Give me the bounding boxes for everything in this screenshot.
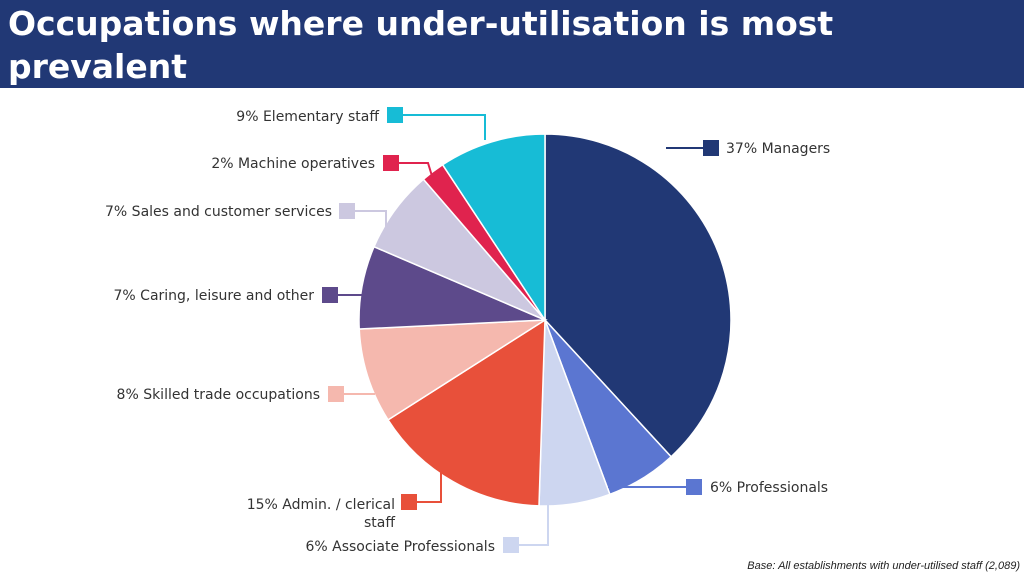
legend-swatch-skilled-trade-occupations xyxy=(328,386,344,402)
leader-line-elementary-staff xyxy=(403,114,486,140)
legend-swatch-sales-and-customer-services xyxy=(339,203,355,219)
leader-line-sales-and-customer-services xyxy=(355,210,387,236)
pie-slice-admin-clerical-staff xyxy=(387,318,546,507)
leader-line-admin-clerical-staff xyxy=(417,452,442,503)
slice-label-caring-leisure-and-other: 7% Caring, leisure and other xyxy=(114,288,315,304)
legend-swatch-managers xyxy=(703,140,719,156)
legend-swatch-admin-clerical-staff xyxy=(401,494,417,510)
slice-label-professionals: 6% Professionals xyxy=(710,480,828,496)
slice-label-skilled-trade-occupations: 8% Skilled trade occupations xyxy=(117,387,320,403)
legend-swatch-elementary-staff xyxy=(387,107,403,123)
slice-label-elementary-staff: 9% Elementary staff xyxy=(236,109,379,125)
slice-label-managers: 37% Managers xyxy=(726,141,830,157)
slice-label-admin-clerical-staff: 15% Admin. / clerical staff xyxy=(247,497,396,531)
title-banner: Occupations where under-utilisation is m… xyxy=(0,0,1024,88)
pie-slice-elementary-staff xyxy=(441,133,546,323)
slice-label-machine-operatives: 2% Machine operatives xyxy=(211,156,375,172)
legend-swatch-machine-operatives xyxy=(383,155,399,171)
slice-label-associate-professionals: 6% Associate Professionals xyxy=(305,539,495,555)
pie-chart: 37% Managers 6% Professionals 6% Associate… xyxy=(105,107,830,555)
slice-label-sales-and-customer-services: 7% Sales and customer services xyxy=(105,204,332,220)
pie-slice-skilled-trade-occupations xyxy=(358,319,548,421)
base-footnote: Base: All establishments with under-util… xyxy=(747,560,1020,572)
leader-line-associate-professionals xyxy=(519,494,549,546)
legend-swatch-associate-professionals xyxy=(503,537,519,553)
legend-swatch-caring-leisure-and-other xyxy=(322,287,338,303)
legend-swatch-professionals xyxy=(686,479,702,495)
leader-line-machine-operatives xyxy=(399,162,433,177)
page-title: Occupations where under-utilisation is m… xyxy=(8,4,834,86)
pie-slice-managers xyxy=(544,133,732,458)
